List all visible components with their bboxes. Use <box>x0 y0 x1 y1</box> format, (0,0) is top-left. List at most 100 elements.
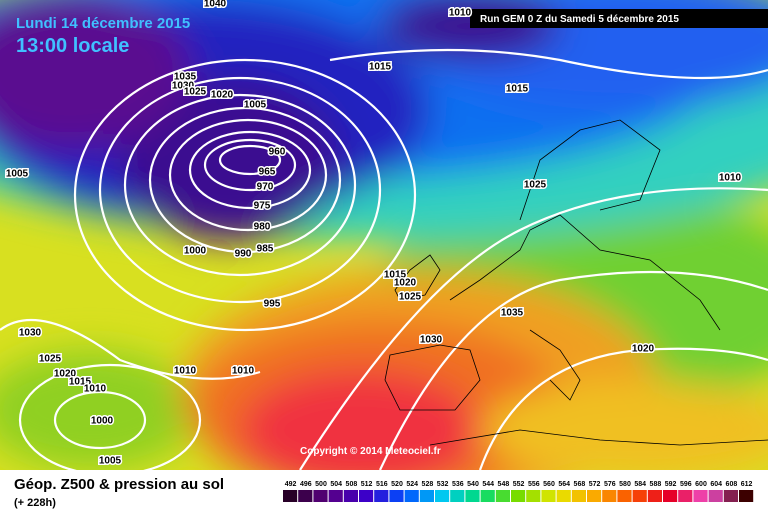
scale-label: 612 <box>741 481 753 488</box>
scale-swatch <box>526 490 541 502</box>
isobar-label: 1035 <box>501 308 524 319</box>
isobar-label: 1015 <box>384 270 407 281</box>
isobar-label: 960 <box>269 147 286 158</box>
isobar-label: 1005 <box>244 100 267 111</box>
isobar-label: 1005 <box>99 456 122 467</box>
isobar-label: 1035 <box>174 72 197 83</box>
scale-swatch <box>617 490 632 502</box>
isobar-label: 980 <box>254 222 271 233</box>
scale-label: 588 <box>650 481 662 488</box>
scale-swatch <box>647 490 662 502</box>
scale-label: 592 <box>665 481 677 488</box>
scale-label: 548 <box>498 481 510 488</box>
isobar-label: 1030 <box>420 335 443 346</box>
isobar-label: 1010 <box>449 8 472 19</box>
run-banner <box>470 9 768 28</box>
scale-label: 540 <box>467 481 479 488</box>
isobar-label: 1025 <box>39 354 62 365</box>
scale-label: 524 <box>406 481 418 488</box>
scale-swatch <box>359 490 374 502</box>
isobar-label: 1010 <box>84 384 107 395</box>
scale-swatch <box>419 490 434 502</box>
scale-label: 508 <box>346 481 358 488</box>
footer-title: Géop. Z500 & pression au sol <box>14 476 224 493</box>
scale-swatch <box>571 490 586 502</box>
scale-label: 516 <box>376 481 388 488</box>
isobar-label: 1030 <box>19 328 42 339</box>
scale-swatch <box>723 490 738 502</box>
isobar-label: 1000 <box>91 416 114 427</box>
scale-swatch <box>708 490 723 502</box>
isobar-label: 1010 <box>232 366 255 377</box>
scale-label: 564 <box>558 481 570 488</box>
isobar-label: 1015 <box>506 84 529 95</box>
scale-label: 536 <box>452 481 464 488</box>
scale-label: 568 <box>574 481 586 488</box>
scale-label: 500 <box>315 481 327 488</box>
isobar-label: 1020 <box>394 278 417 289</box>
isobar-label: 1010 <box>719 173 742 184</box>
isobar-label: 1015 <box>69 377 92 388</box>
copyright: Copyright © 2014 Meteociel.fr <box>300 446 441 457</box>
scale-label: 576 <box>604 481 616 488</box>
scale-swatch <box>602 490 617 502</box>
scale-label: 608 <box>726 481 738 488</box>
isobar-label: 985 <box>257 244 274 255</box>
run-info: Run GEM 0 Z du Samedi 5 décembre 2015 <box>480 14 679 25</box>
scale-swatch <box>663 490 678 502</box>
scale-label: 596 <box>680 481 692 488</box>
scale-label: 584 <box>634 481 646 488</box>
scale-label: 544 <box>482 481 494 488</box>
scale-label: 572 <box>589 481 601 488</box>
isobar-label: 1015 <box>369 62 392 73</box>
scale-label: 532 <box>437 481 449 488</box>
scale-label: 580 <box>619 481 631 488</box>
scale-swatch <box>632 490 647 502</box>
scale-swatch <box>541 490 556 502</box>
isobar-label: 1025 <box>524 180 547 191</box>
isobar-label: 1005 <box>6 169 29 180</box>
scale-swatch <box>435 490 450 502</box>
scale-swatch <box>404 490 419 502</box>
isobar-label: 1000 <box>184 246 207 257</box>
scale-swatch <box>480 490 495 502</box>
scale-label: 504 <box>330 481 342 488</box>
scale-swatch <box>450 490 465 502</box>
scale-swatch <box>739 490 754 502</box>
forecast-lead: (+ 228h) <box>14 497 56 509</box>
isobar-label: 990 <box>235 249 252 260</box>
scale-swatch <box>495 490 510 502</box>
isobar-label: 1020 <box>211 90 234 101</box>
isobar-label: 975 <box>254 201 271 212</box>
valid-date: Lundi 14 décembre 2015 <box>16 15 190 32</box>
isobar-label: 1010 <box>174 366 197 377</box>
scale-label: 528 <box>422 481 434 488</box>
scale-label: 512 <box>361 481 373 488</box>
scale-label: 604 <box>710 481 722 488</box>
valid-time: 13:00 locale <box>16 35 129 57</box>
scale-label: 600 <box>695 481 707 488</box>
scale-label: 556 <box>528 481 540 488</box>
scale-label: 520 <box>391 481 403 488</box>
scale-swatch <box>678 490 693 502</box>
isobar-label: 970 <box>257 182 274 193</box>
scale-swatch <box>587 490 602 502</box>
isobar-label: 965 <box>259 167 276 178</box>
scale-swatch <box>343 490 358 502</box>
scale-swatch <box>313 490 328 502</box>
scale-label: 492 <box>285 481 297 488</box>
isobar-label: 1020 <box>54 369 77 380</box>
scale-swatch <box>374 490 389 502</box>
scale-label: 560 <box>543 481 555 488</box>
scale-swatch <box>556 490 571 502</box>
scale-swatch <box>283 490 298 502</box>
isobar-label: 1025 <box>399 292 422 303</box>
isobar-label: 1025 <box>184 87 207 98</box>
scale-label: 552 <box>513 481 525 488</box>
isobar-label: 1030 <box>172 81 195 92</box>
isobar-label: 1040 <box>204 0 227 10</box>
scale-swatch <box>389 490 404 502</box>
scale-swatch <box>693 490 708 502</box>
